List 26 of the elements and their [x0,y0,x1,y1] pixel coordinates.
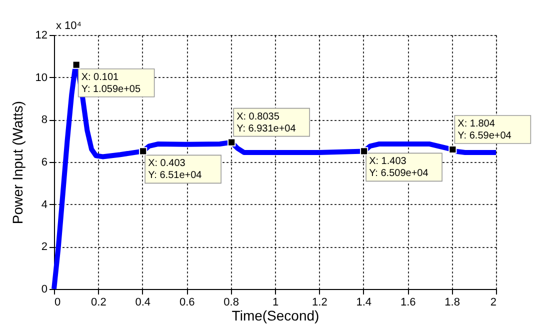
y-tick-label: 2 [41,241,48,254]
y-tick-label: 4 [41,198,48,211]
annotation: X: 0.403 Y: 6.51e+04 [148,158,202,182]
y-tick-label: 8 [41,114,48,126]
x-tick-label: 1.6 [400,296,416,308]
x-tick-label: 1 [272,296,279,308]
y-tick-label: 10 [35,72,48,84]
y-axis-title: Power Input (Watts) [9,100,26,224]
annotation: X: 0.101 Y: 1.059e+05 [81,72,141,95]
y-tick-label: 0 [41,284,48,296]
x-tick-label: 2 [490,296,496,308]
x-tick-label: 1.2 [312,296,328,308]
x-axis-title: Time(Second) [232,308,320,324]
x-tick-label: 0 [54,296,61,308]
x-tick-label: 1.4 [356,296,372,308]
annotation: X: 1.403 Y: 6.509e+04 [369,156,429,180]
y-tick-label: 12 [35,30,48,42]
x-tick-label: 0.2 [91,296,106,308]
x-tick-label: 0.8 [224,296,239,308]
annotation: X: 0.8035 Y: 6.931e+04 [236,111,296,134]
x-tick-label: 0.4 [135,296,151,308]
annotation: X: 1.804 Y: 6.59e+04 [458,118,512,142]
text: x 10⁴ [56,20,82,32]
x-tick-label: 0.6 [179,296,195,308]
x-tick-label: 1.8 [444,296,460,308]
y-tick-label: 6 [41,156,48,168]
